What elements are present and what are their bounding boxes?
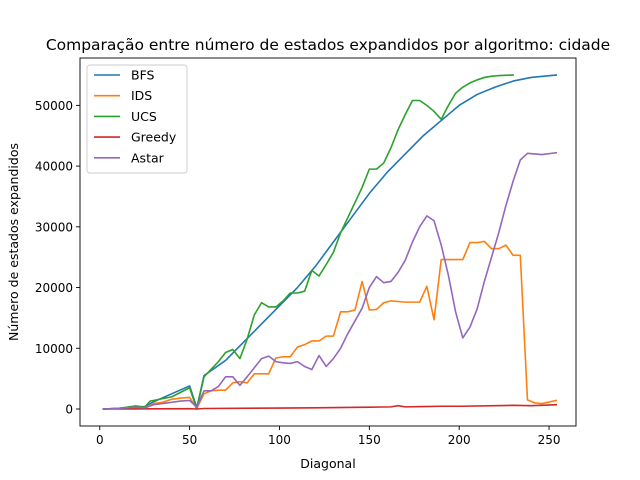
legend-label-bfs: BFS: [131, 68, 155, 83]
x-tick-label: 150: [358, 433, 381, 447]
legend-label-ucs: UCS: [131, 109, 157, 124]
legend: BFS IDS UCS Greedy Astar: [86, 64, 188, 174]
y-tick-label: 10000: [35, 342, 73, 356]
x-tick-label: 200: [448, 433, 471, 447]
x-tick-label: 250: [538, 433, 561, 447]
chart-title: Comparação entre número de estados expan…: [46, 36, 610, 54]
y-axis-label: Número de estados expandidos: [6, 143, 21, 341]
series-line-ucs: [102, 74, 514, 410]
x-tick-label: 50: [182, 433, 197, 447]
y-tick-label: 40000: [35, 160, 73, 174]
ticks-layer: 0 50 100 150 200 250 0 10000 20000 30000 40000 5000…: [35, 99, 561, 447]
y-tick-label: 0: [65, 402, 73, 416]
series-layer: [102, 74, 558, 410]
plot-frame: [79, 57, 577, 427]
x-axis-label: Diagonal: [300, 456, 355, 471]
series-line-greedy: [102, 403, 558, 410]
y-tick-label: 20000: [35, 281, 73, 295]
series-line-astar: [102, 151, 558, 410]
legend-label-greedy: Greedy: [131, 130, 177, 145]
legend-label-astar: Astar: [131, 150, 165, 165]
series-line-bfs: [102, 74, 558, 410]
x-tick-label: 0: [96, 433, 104, 447]
legend-label-ids: IDS: [131, 88, 152, 103]
x-tick-label: 100: [268, 433, 291, 447]
legend-box: [86, 64, 188, 174]
y-tick-label: 50000: [35, 99, 73, 113]
y-tick-label: 30000: [35, 220, 73, 234]
series-line-ids: [102, 240, 558, 410]
